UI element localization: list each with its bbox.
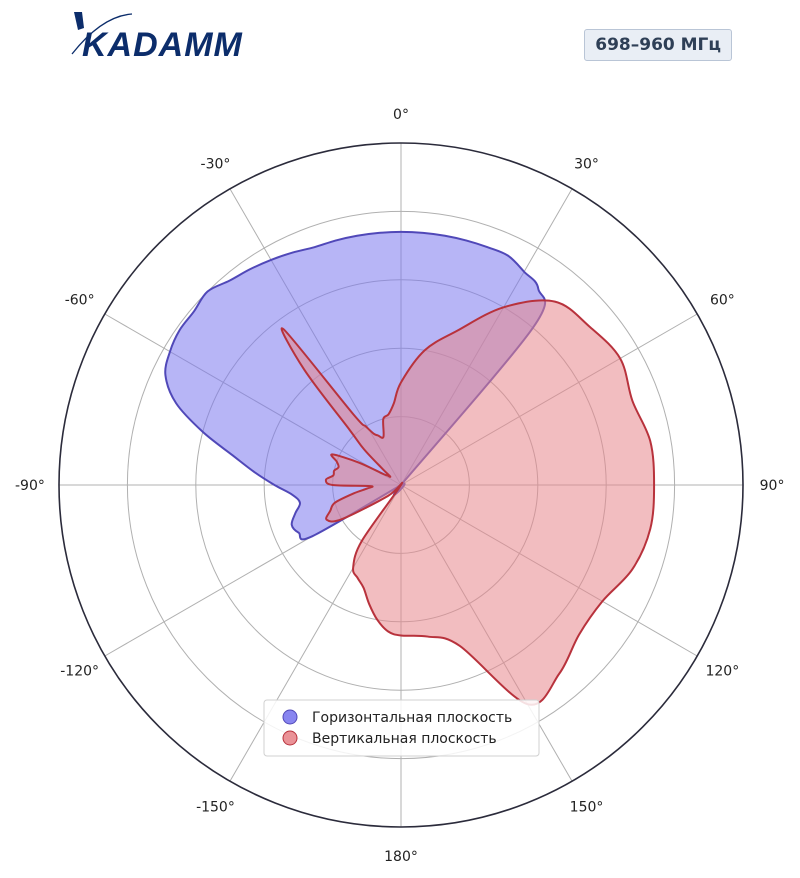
angle-tick-label: 120° [705, 664, 739, 680]
angle-tick-label: 150° [570, 799, 604, 815]
angle-tick-label: 90° [760, 478, 785, 494]
angle-tick-label: 30° [574, 157, 599, 173]
series-area-0 [164, 230, 547, 541]
angle-tick-label: 180° [384, 849, 418, 865]
legend-label-0: Горизонтальная плоскость [312, 710, 512, 726]
series-area-1 [280, 299, 656, 706]
angle-tick-label: -90° [15, 478, 45, 494]
logo-wordmark: KADAMM [82, 26, 243, 64]
kadamm-logo: KADAMM [71, 12, 243, 64]
angle-tick-label: -30° [201, 157, 231, 173]
frequency-badge: 698–960 МГц [584, 29, 732, 61]
legend-marker-0 [282, 709, 298, 725]
angle-tick-label: -120° [60, 664, 99, 680]
legend-label-1: Вертикальная плоскость [312, 731, 497, 747]
legend-box [263, 699, 540, 757]
angle-tick-label: 60° [710, 292, 735, 308]
angle-tick-label: 0° [393, 107, 409, 123]
angle-tick-label: -150° [196, 799, 235, 815]
legend-marker-1 [282, 730, 298, 746]
polar-outline [58, 142, 744, 828]
angle-tick-label: -60° [65, 292, 95, 308]
